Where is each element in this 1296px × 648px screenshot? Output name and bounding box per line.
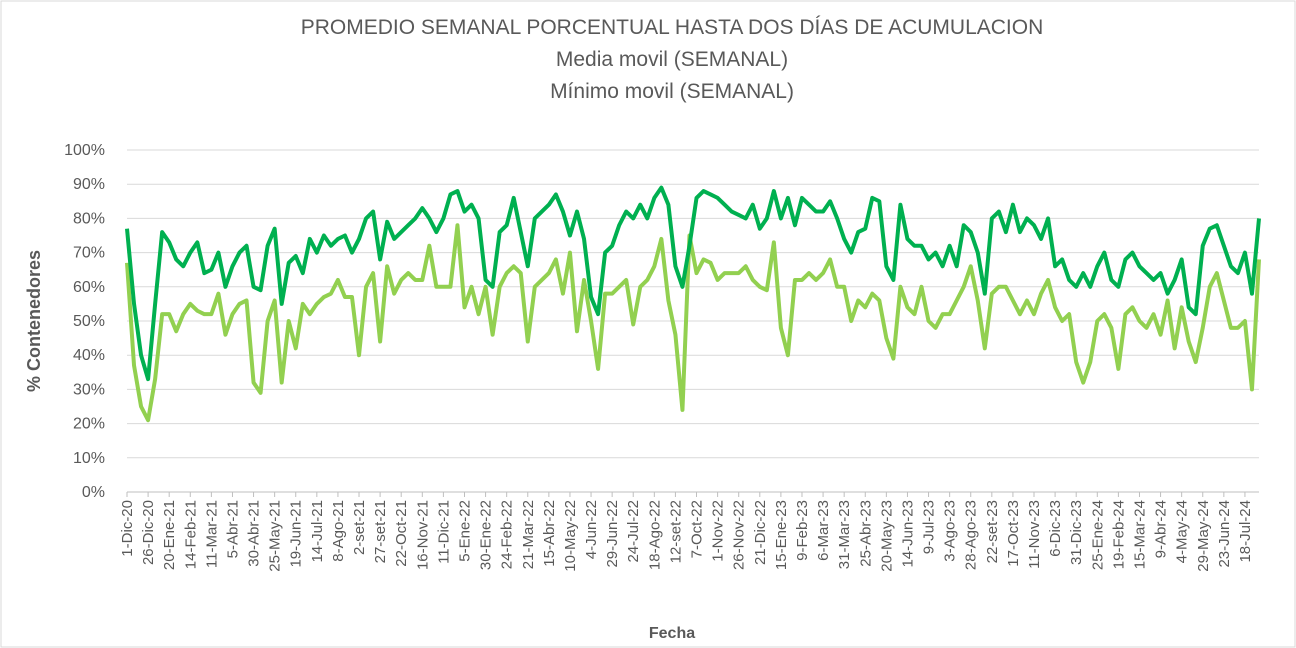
y-tick-label: 30% — [73, 381, 105, 398]
x-tick-label: 17-Oct-23 — [1005, 500, 1022, 567]
x-tick-label: 5-Abr-21 — [224, 500, 241, 558]
x-tick-label: 26-Dic-20 — [140, 500, 157, 565]
x-tick-label: 20-May-23 — [878, 500, 895, 572]
y-tick-label: 0% — [82, 484, 105, 501]
y-tick-label: 100% — [64, 142, 105, 159]
x-tick-label: 24-Jul-22 — [625, 500, 642, 563]
x-tick-label: 11-Dic-21 — [435, 500, 452, 564]
x-tick-label: 1-Nov-22 — [710, 500, 727, 562]
y-axis-label: % Contenedores — [24, 250, 44, 392]
x-tick-label: 8-Ago-21 — [330, 500, 347, 562]
x-tick-label: 11-Mar-21 — [203, 500, 220, 568]
y-tick-label: 60% — [73, 279, 105, 296]
x-tick-label: 18-Jul-24 — [1237, 500, 1254, 563]
x-tick-label: 24-Feb-22 — [499, 500, 516, 569]
x-tick-label: 22-set-23 — [984, 500, 1001, 563]
y-tick-label: 20% — [73, 416, 105, 433]
x-tick-label: 6-Dic-23 — [1047, 500, 1064, 557]
x-tick-label: 18-Ago-22 — [646, 500, 663, 570]
x-tick-label: 29-Jun-22 — [604, 500, 621, 568]
x-tick-label: 16-Nov-21 — [414, 500, 431, 570]
y-tick-label: 90% — [73, 176, 105, 193]
x-tick-label: 9-Feb-23 — [794, 500, 811, 561]
x-tick-label: 19-Feb-24 — [1110, 500, 1127, 569]
x-tick-label: 30-Ene-22 — [478, 500, 495, 570]
x-tick-label: 5-Ene-22 — [456, 500, 473, 562]
x-tick-label: 9-Jul-23 — [921, 500, 938, 554]
x-tick-label: 6-Mar-23 — [815, 500, 832, 561]
x-tick-label: 3-Ago-23 — [942, 500, 959, 562]
x-tick-label: 31-Dic-23 — [1068, 500, 1085, 565]
x-tick-label: 30-Abr-21 — [246, 500, 263, 567]
x-tick-label: 4-May-24 — [1174, 500, 1191, 563]
x-tick-label: 27-set-21 — [372, 500, 389, 563]
y-tick-label: 50% — [73, 313, 105, 330]
x-tick-label: 2-set-21 — [351, 500, 368, 555]
x-tick-label: 1-Dic-20 — [119, 500, 136, 557]
x-tick-label: 25-Abr-23 — [857, 500, 874, 567]
x-tick-label: 28-Ago-23 — [963, 500, 980, 570]
x-tick-label: 25-May-21 — [267, 500, 284, 572]
x-tick-label: 21-Mar-22 — [520, 500, 537, 569]
x-axis-label: Fecha — [649, 625, 695, 642]
x-tick-label: 31-Mar-23 — [836, 500, 853, 569]
x-tick-label: 15-Mar-24 — [1131, 500, 1148, 569]
legend-entry: Mínimo movil (SEMANAL) — [550, 80, 794, 103]
x-tick-label: 15-Ene-23 — [773, 500, 790, 570]
x-tick-label: 4-Jun-22 — [583, 500, 600, 559]
x-tick-label: 29-May-24 — [1195, 500, 1212, 572]
x-tick-label: 21-Dic-22 — [752, 500, 769, 565]
y-tick-label: 40% — [73, 347, 105, 364]
x-tick-label: 14-Jun-23 — [899, 500, 916, 568]
y-tick-label: 70% — [73, 245, 105, 262]
x-tick-label: 14-Feb-21 — [182, 500, 199, 569]
y-tick-label: 10% — [73, 450, 105, 467]
x-tick-label: 12-set-22 — [667, 500, 684, 563]
chart-title: PROMEDIO SEMANAL PORCENTUAL HASTA DOS DÍ… — [301, 16, 1044, 39]
y-tick-label: 80% — [73, 210, 105, 227]
x-tick-label: 26-Nov-22 — [731, 500, 748, 570]
x-tick-label: 11-Nov-23 — [1026, 500, 1043, 569]
legend-entry: Media movil (SEMANAL) — [556, 48, 788, 71]
x-tick-label: 15-Abr-22 — [541, 500, 558, 567]
x-tick-label: 20-Ene-21 — [161, 500, 178, 570]
series-line — [125, 223, 1261, 423]
x-tick-label: 10-May-22 — [562, 500, 579, 572]
x-tick-label: 7-Oct-22 — [689, 500, 706, 558]
x-tick-label: 19-Jun-21 — [288, 500, 305, 568]
x-tick-label: 22-Oct-21 — [393, 500, 410, 567]
x-tick-label: 23-Jun-24 — [1216, 500, 1233, 568]
series-line — [125, 185, 1261, 382]
x-tick-label: 9-Abr-24 — [1153, 500, 1170, 558]
x-tick-label: 14-Jul-21 — [309, 500, 326, 563]
x-tick-label: 25-Ene-24 — [1089, 500, 1106, 570]
